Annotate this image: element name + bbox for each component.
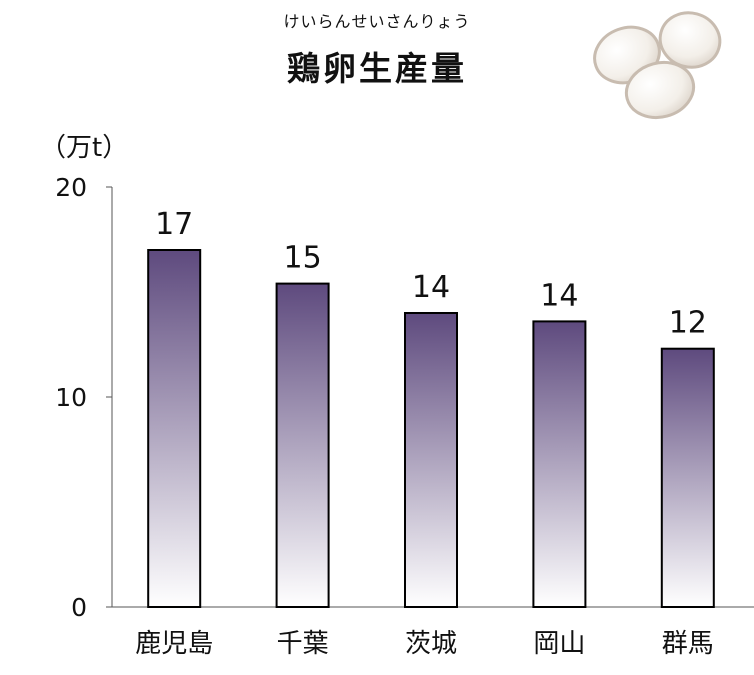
bar-value-label: 12 [669, 306, 707, 341]
x-category-label: 茨城 [405, 629, 457, 659]
y-axis-unit-label: （万t） [40, 133, 129, 163]
bar-value-label: 15 [284, 241, 322, 276]
x-category-label: 千葉 [277, 629, 329, 659]
bar-value-label: 14 [540, 278, 578, 313]
chart-title-ruby: けいらんせいさんりょう [283, 12, 471, 31]
x-category-label: 岡山 [533, 629, 585, 659]
bar-4 [532, 320, 587, 608]
bar-3 [404, 312, 458, 608]
bar-value-label: 14 [412, 270, 450, 305]
y-tick-label: 10 [55, 383, 87, 412]
x-category-label: 群馬 [662, 629, 714, 659]
y-tick-label: 0 [71, 593, 87, 622]
bar-value-label: 17 [155, 207, 193, 242]
bar-2 [275, 282, 330, 608]
bar-1 [147, 249, 202, 608]
y-tick-label: 20 [55, 173, 87, 202]
bar-5 [660, 347, 715, 608]
chart-title: 鶏卵生産量 [287, 49, 467, 88]
x-category-label: 鹿児島 [135, 629, 213, 659]
